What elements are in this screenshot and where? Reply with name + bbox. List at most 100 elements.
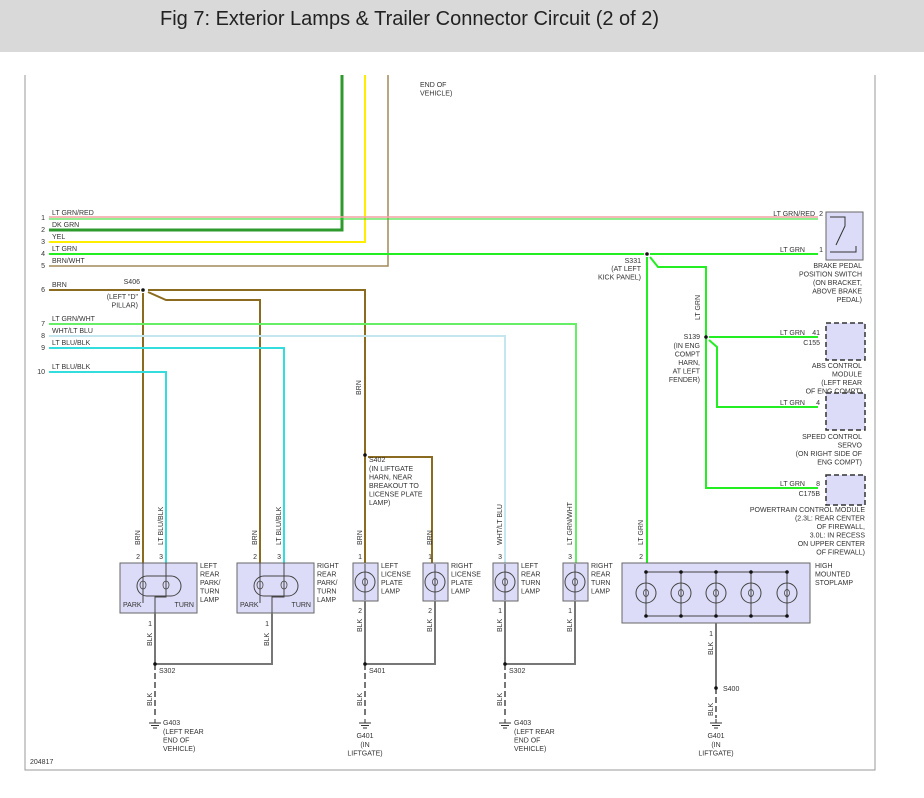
ground-icon (499, 719, 511, 729)
diagram-id: 204817 (30, 759, 53, 766)
blk-wire (364, 601, 436, 665)
top-note: END OF (420, 82, 446, 89)
wire-label: LT GRN (780, 330, 805, 337)
harness-pin-number: 10 (37, 369, 45, 376)
junction (714, 570, 718, 574)
lamp-name: RIGHT (591, 563, 614, 570)
lamp-name: RIGHT (451, 563, 474, 570)
wire-label: BRN (135, 530, 142, 545)
pin-number: 3 (277, 554, 281, 561)
lamp-name: REAR (200, 572, 219, 579)
wire-label: BLK (708, 641, 715, 655)
splice-s401 (363, 662, 367, 666)
module-name: ABS CONTROL (812, 363, 862, 370)
splice-location: FENDER) (669, 377, 700, 384)
dk-grn-wire (49, 75, 344, 232)
blk-wire (504, 601, 576, 665)
splice-s400 (714, 686, 718, 690)
filament (784, 589, 790, 597)
harness-wire-label: WHT/LT BLU (52, 328, 93, 335)
pin-number: 1 (358, 554, 362, 561)
filament (643, 589, 649, 597)
module-name: SERVO (838, 443, 863, 450)
splice-location: LAMP) (369, 500, 390, 507)
lamp-name: LAMP (381, 589, 400, 596)
splice-label: S331 (625, 258, 641, 265)
module-name: OF FIREWALL, (817, 524, 865, 531)
junction (644, 614, 648, 618)
harness-wire-label: LT GRN/RED (52, 210, 94, 217)
pin-number: 3 (159, 554, 163, 561)
wire-label: BLK (357, 692, 364, 706)
lamp-name: LAMP (451, 589, 470, 596)
filament (748, 589, 754, 597)
lamp-name: MOUNTED (815, 572, 850, 579)
lamp-name: REAR (521, 572, 540, 579)
connector-id: C155 (803, 340, 820, 347)
lamp-name: LAMP (317, 597, 336, 604)
wire-label: BLK (264, 632, 271, 646)
lamp-name: LEFT (521, 563, 539, 570)
splice-location: AT LEFT (673, 369, 701, 376)
wire-label: BRN (427, 530, 434, 545)
splice-s331 (645, 252, 649, 256)
left-park-lamp (119, 562, 198, 614)
header-bar: Fig 7: Exterior Lamps & Trailer Connecto… (0, 0, 924, 52)
filament (162, 580, 170, 590)
lamp-name: LAMP (200, 597, 219, 604)
abs-control-module (825, 322, 866, 361)
connector-id: C175B (799, 491, 821, 498)
wire-label: BLK (497, 618, 504, 632)
module-name: SPEED CONTROL (802, 434, 862, 441)
park-label: PARK (123, 602, 142, 609)
page-title: Fig 7: Exterior Lamps & Trailer Connecto… (160, 8, 660, 30)
splice-location: HARN, NEAR (369, 475, 412, 482)
wire-label: BRN (252, 530, 259, 545)
wire-label: WHT/LT BLU (497, 504, 504, 545)
lamp-name: LICENSE (381, 572, 411, 579)
pin-number: 1 (568, 608, 572, 615)
pin-number: 3 (498, 554, 502, 561)
module-name: OF FIREWALL) (816, 550, 865, 557)
powertrain-control-module (825, 474, 866, 506)
junction (644, 570, 648, 574)
harness-wire-label: LT BLU/BLK (52, 340, 91, 347)
module-name: 3.0L: IN RECESS (810, 533, 866, 540)
module-name: BRAKE PEDAL (813, 263, 862, 270)
pin-number: 1 (428, 554, 432, 561)
splice-label: S302 (159, 668, 175, 675)
wire-label: LT GRN/WHT (567, 501, 574, 545)
splice-label: S402 (369, 457, 385, 464)
lamp-name: PLATE (381, 580, 403, 587)
pin-number: 1 (265, 621, 269, 628)
ground-label: G403 (514, 720, 531, 727)
splice-label: S400 (723, 686, 739, 693)
ground-label: G401 (707, 733, 724, 740)
harness-pin-number: 6 (41, 287, 45, 294)
wire-label: BLK (357, 618, 364, 632)
lamp-name: LEFT (200, 563, 218, 570)
splice-location: HARN, (678, 360, 700, 367)
splice-label: S406 (124, 279, 140, 286)
pin-number: 1 (498, 608, 502, 615)
pin-number: 8 (816, 481, 820, 488)
filament (432, 578, 438, 586)
ground-location: (LEFT REAR (514, 729, 555, 736)
ground-location: LIFTGATE) (347, 751, 382, 758)
harness-pin-number: 8 (41, 333, 45, 340)
harness-pin-number: 3 (41, 239, 45, 246)
harness-pin-number: 5 (41, 263, 45, 270)
ground-label: G401 (356, 733, 373, 740)
lamp-name: LEFT (381, 563, 399, 570)
bulb-icon (253, 575, 299, 597)
wire-label: BLK (497, 692, 504, 706)
wht-lt-blu-wire (49, 335, 506, 565)
speed-control-servo (825, 392, 866, 431)
lt-grn-wht-wire (49, 323, 577, 565)
lamp-name: TURN (591, 580, 610, 587)
brn-wire-right-license (368, 456, 433, 565)
pin-number: 1 (148, 621, 152, 628)
yel-wire (49, 75, 366, 243)
harness-wire-label: BRN/WHT (52, 258, 85, 265)
module-name: (ON RIGHT SIDE OF (796, 451, 862, 458)
